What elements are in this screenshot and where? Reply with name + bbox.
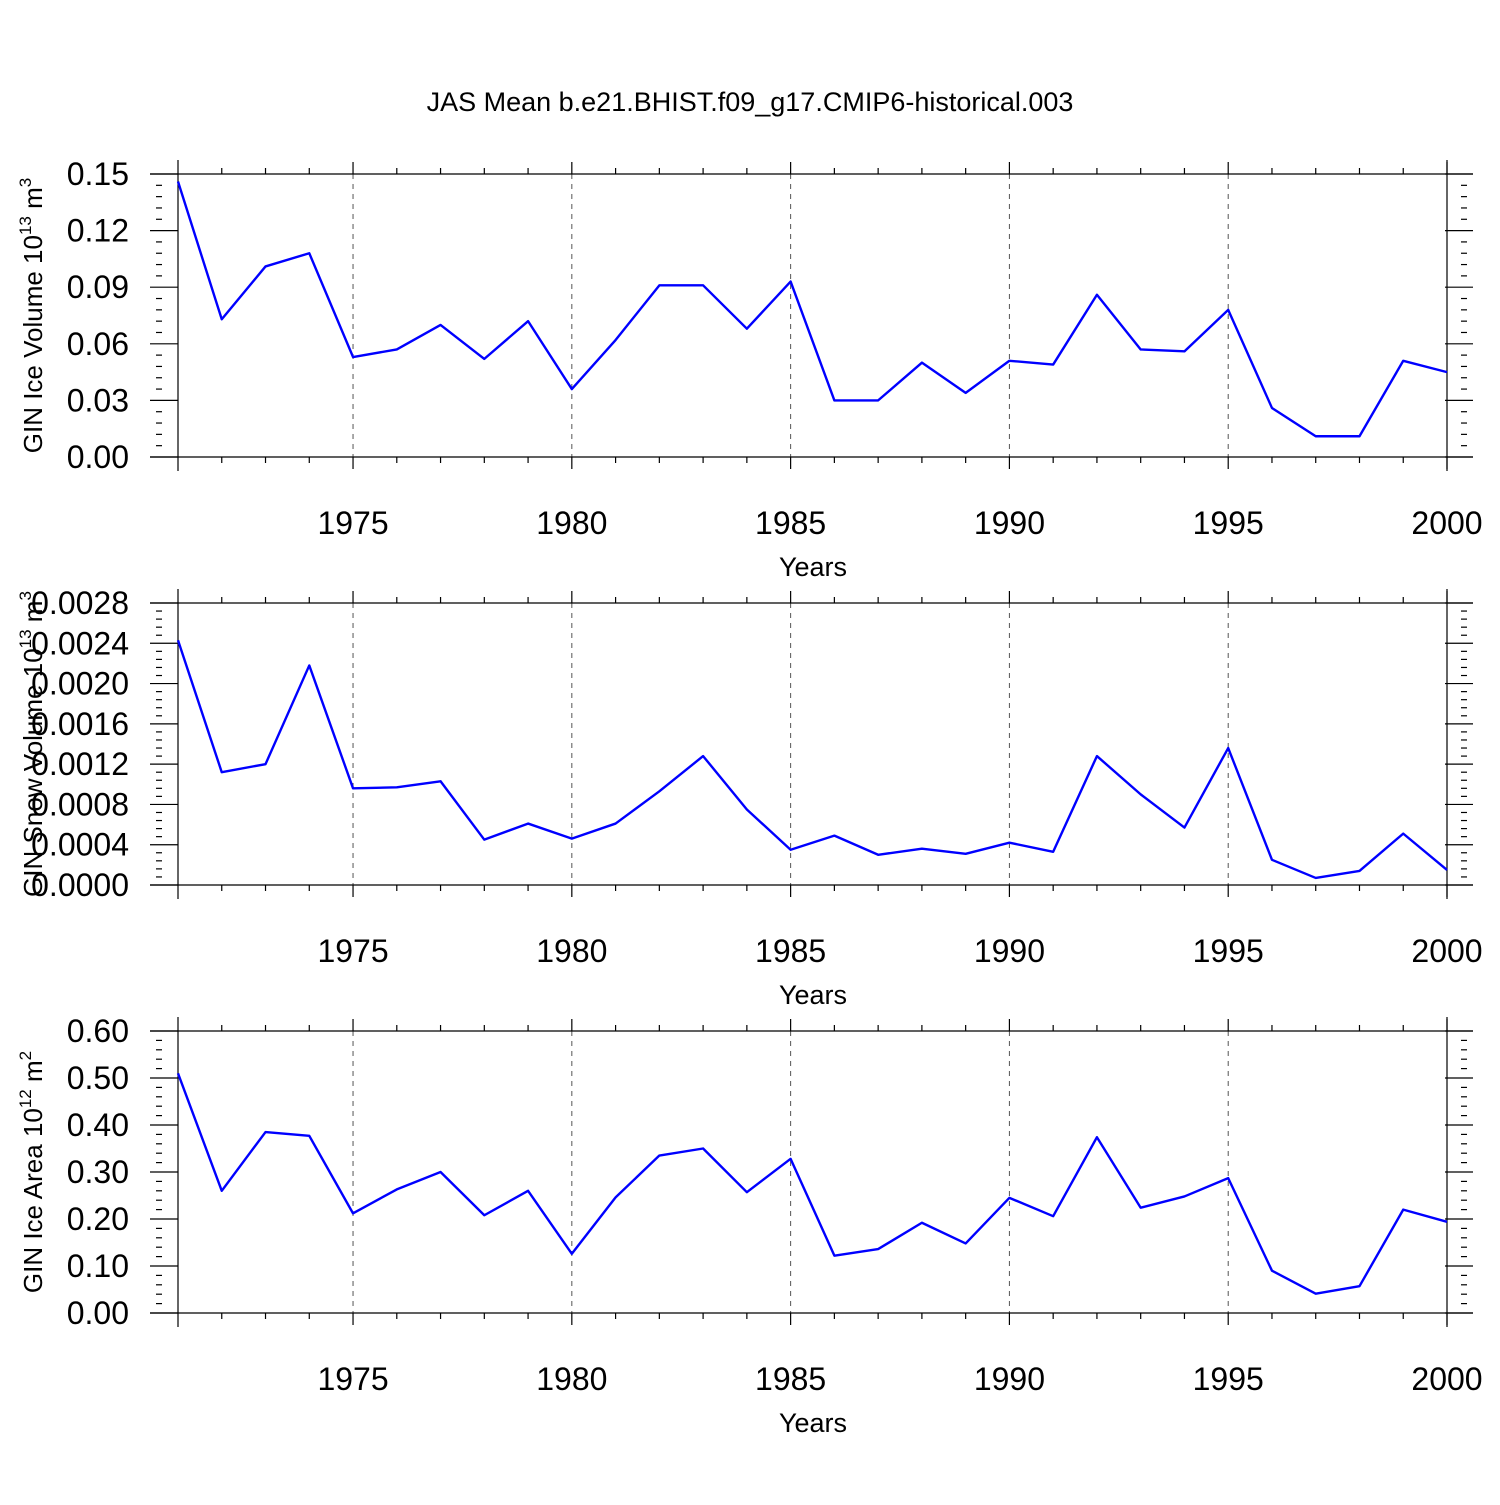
x-axis-label: Years xyxy=(779,1408,847,1438)
y-axis-label: GIN Ice Area 1012 m2 xyxy=(16,1051,48,1293)
y-tick-label: 0.40 xyxy=(67,1107,129,1143)
x-tick-label: 1975 xyxy=(317,1361,388,1397)
y-tick-label: 0.0000 xyxy=(31,867,129,903)
x-tick-label: 1980 xyxy=(536,1361,607,1397)
y-tick-label: 0.09 xyxy=(67,269,129,305)
x-tick-label: 1990 xyxy=(974,1361,1045,1397)
panel-3: 1975 1980 1985 1990 1995 2000 0.00 0.10 0.20 0.30… xyxy=(16,1013,1483,1438)
y-axis-label-ylabel-unit: m xyxy=(18,601,48,630)
y-tick-label: 0.50 xyxy=(67,1060,129,1096)
x-tick-label: 1985 xyxy=(755,505,826,541)
x-tick-label: 1975 xyxy=(317,505,388,541)
y-axis-label-ylabel: GIN Ice Area 10 xyxy=(18,1108,48,1293)
x-axis-label: Years xyxy=(779,552,847,582)
y-tick-label: 0.0028 xyxy=(31,585,129,621)
y-tick-label: 0.20 xyxy=(67,1201,129,1237)
x-tick-label: 1990 xyxy=(974,505,1045,541)
x-axis-label: Years xyxy=(779,980,847,1010)
series-line-1 xyxy=(176,181,1448,438)
y-tick-label: 0.15 xyxy=(67,156,129,192)
x-tick-label: 2000 xyxy=(1411,933,1482,969)
x-tick-label: 1990 xyxy=(974,933,1045,969)
y-axis-label-ylabel-sup: 12 xyxy=(16,1089,35,1108)
y-axis-label-ylabel-sup: 13 xyxy=(16,216,35,235)
y-tick-label: 0.0004 xyxy=(31,827,129,863)
y-tick-label: 0.00 xyxy=(67,439,129,475)
y-axis-label-ylabel: GIN Ice Volume 10 xyxy=(18,235,48,453)
panel-1: 1975 1980 1985 1990 1995 2000 0.00 0.03 0.06 0.09… xyxy=(16,156,1483,582)
y-axis-label-ylabel: GIN Snow Volume 10 xyxy=(18,648,48,897)
y-axis-label-ylabel-unit: m xyxy=(18,1060,48,1089)
x-tick-label: 1985 xyxy=(755,933,826,969)
y-tick-label: 0.00 xyxy=(67,1295,129,1331)
y-tick-label: 0.0020 xyxy=(31,666,129,702)
x-tick-label: 1985 xyxy=(755,1361,826,1397)
y-tick-label: 0.60 xyxy=(67,1013,129,1049)
y-axis-label-ylabel-unit-sup: 3 xyxy=(16,591,35,600)
y-tick-label: 0.12 xyxy=(67,213,129,249)
series-line-2 xyxy=(176,639,1448,880)
y-axis-label-ylabel-unit-sup: 3 xyxy=(16,178,35,187)
y-tick-label: 0.0016 xyxy=(31,706,129,742)
chart-title: JAS Mean b.e21.BHIST.f09_g17.CMIP6-histo… xyxy=(427,87,1074,117)
x-tick-label: 1980 xyxy=(536,933,607,969)
y-tick-label: 0.30 xyxy=(67,1154,129,1190)
y-tick-label: 0.06 xyxy=(67,326,129,362)
y-axis-label-ylabel-sup: 13 xyxy=(16,629,35,648)
y-axis-label-ylabel-unit-sup: 2 xyxy=(16,1051,35,1060)
y-tick-label: 0.0024 xyxy=(31,625,129,661)
x-tick-label: 1975 xyxy=(317,933,388,969)
y-axis-label-ylabel-unit: m xyxy=(18,187,48,216)
panel-2: 1975 1980 1985 1990 1995 2000 0.0000 0.0004 0.00… xyxy=(16,585,1483,1010)
y-axis-label: GIN Snow Volume 1013 m3 xyxy=(16,591,48,897)
x-tick-label: 1980 xyxy=(536,505,607,541)
y-axis-label: GIN Ice Volume 1013 m3 xyxy=(16,178,48,454)
x-tick-label: 1995 xyxy=(1193,933,1264,969)
x-tick-label: 1995 xyxy=(1193,505,1264,541)
x-tick-label: 1995 xyxy=(1193,1361,1264,1397)
y-tick-label: 0.0008 xyxy=(31,786,129,822)
y-tick-label: 0.0012 xyxy=(31,746,129,782)
y-tick-label: 0.03 xyxy=(67,382,129,418)
y-tick-label: 0.10 xyxy=(67,1248,129,1284)
x-tick-label: 2000 xyxy=(1411,1361,1482,1397)
x-tick-label: 2000 xyxy=(1411,505,1482,541)
series-line-3 xyxy=(176,1072,1448,1295)
